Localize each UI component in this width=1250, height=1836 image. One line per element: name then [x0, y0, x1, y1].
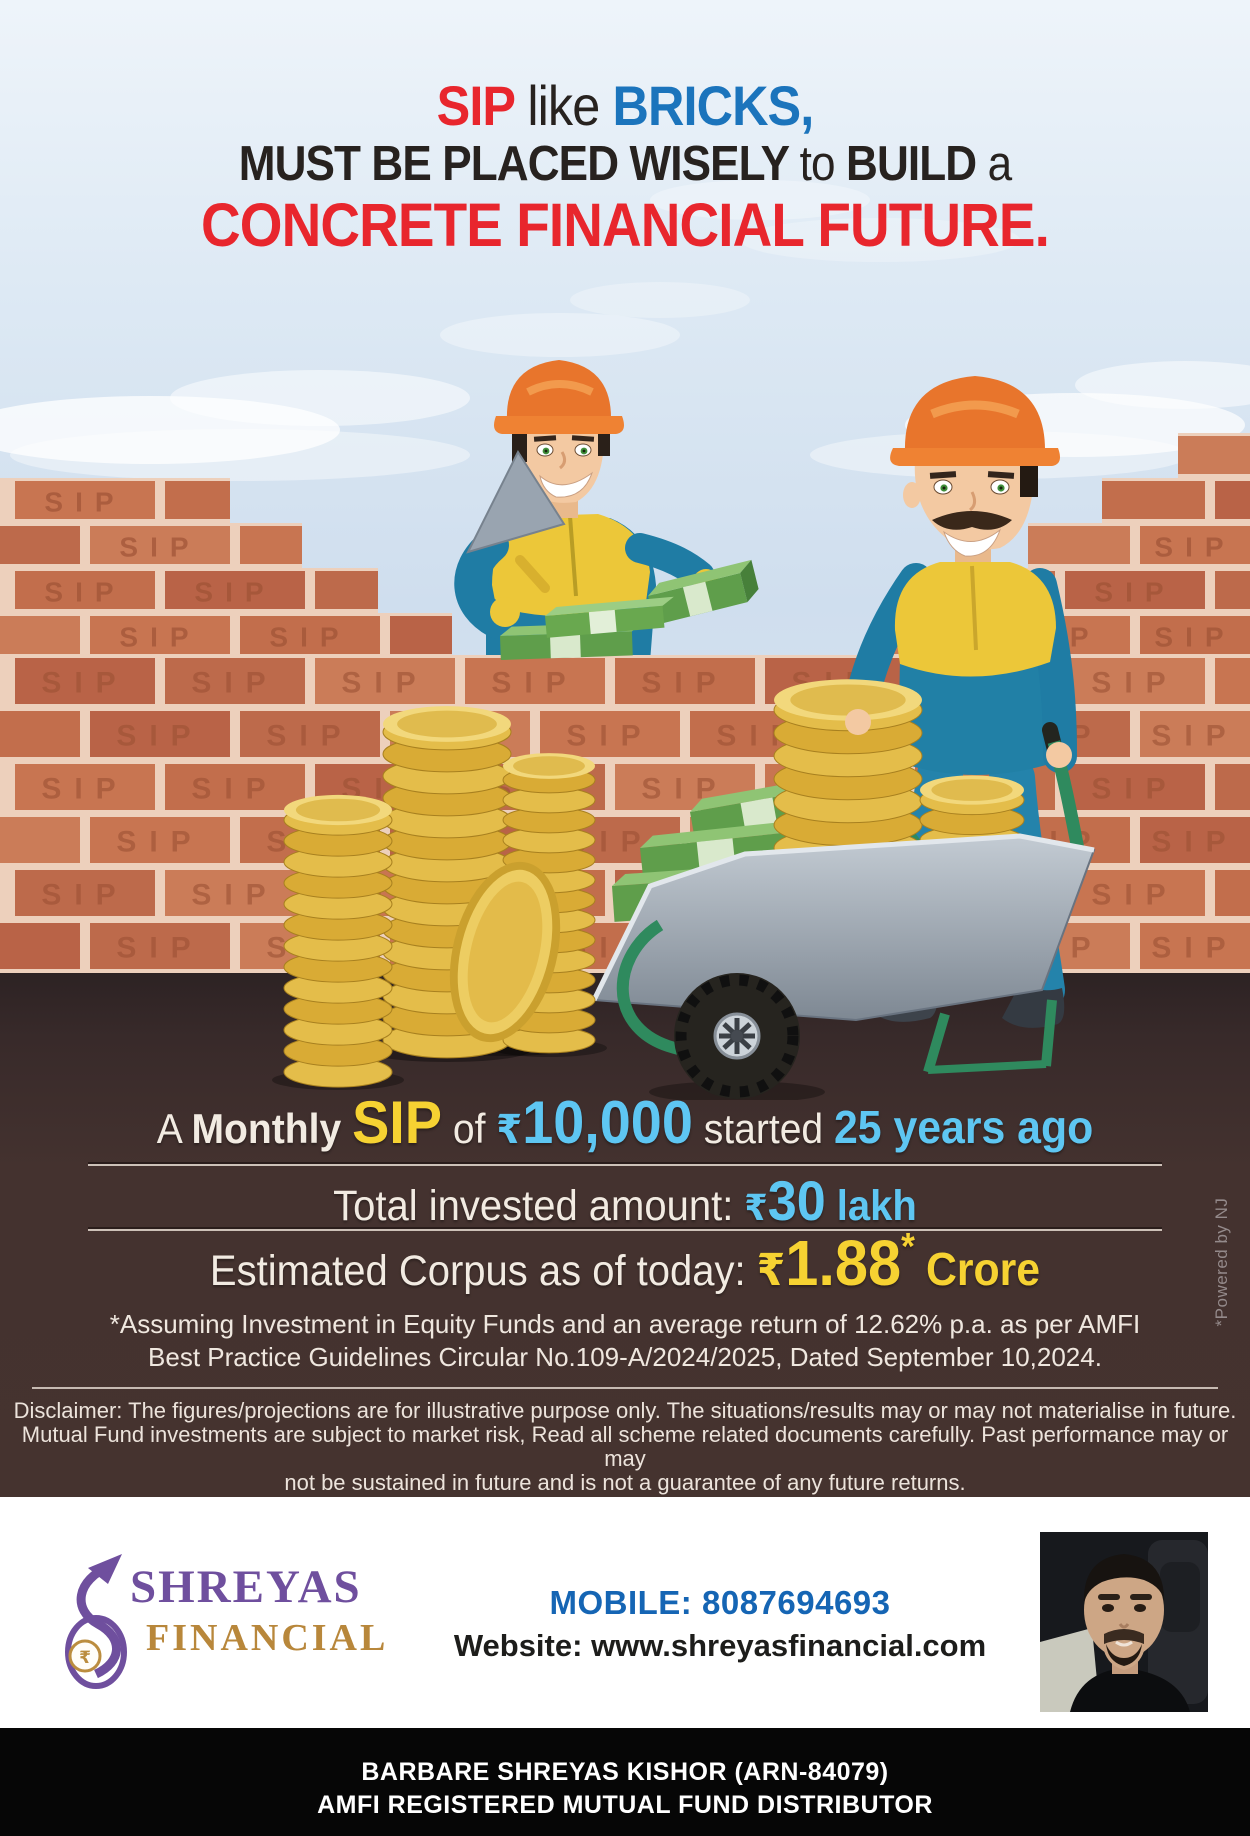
powered-by-credit: *Powered by NJ	[1212, 1197, 1231, 1327]
amfi-line: AMFI REGISTERED MUTUAL FUND DISTRIBUTOR	[317, 1791, 933, 1819]
assumption-note: *Assuming Investment in Equity Funds and…	[109, 1309, 1141, 1372]
total-invested-line: Total invested amount: ₹30 lakh	[333, 1169, 917, 1232]
headline-line3: CONCRETE FINANCIAL FUTURE.	[201, 191, 1050, 260]
arn-bar: BARBARE SHREYAS KISHOR (ARN-84079) AMFI …	[0, 1728, 1250, 1836]
divider	[88, 1164, 1162, 1166]
advisor-photo	[1040, 1532, 1208, 1712]
brand-name: SHREYAS	[130, 1561, 362, 1613]
headline-like: like	[527, 74, 600, 137]
rupee-symbol: ₹	[496, 1108, 523, 1152]
mobile-number: 8087694693	[701, 1584, 891, 1621]
website-url: www.shreyasfinancial.com	[591, 1628, 987, 1663]
logo-rupee-glyph: ₹	[79, 1648, 91, 1668]
website-line: Website: www.shreyasfinancial.com	[453, 1628, 987, 1663]
headline-bricks: BRICKS,	[612, 74, 814, 137]
sip-highlight: SIP	[352, 1089, 443, 1156]
estimated-corpus-line: Estimated Corpus as of today: ₹1.88* Cro…	[209, 1226, 1041, 1299]
headline: SIP like BRICKS, MUST BE PLACED WISELY t…	[0, 74, 1250, 260]
distributor-name: BARBARE SHREYAS KISHOR (ARN-84079)	[361, 1758, 889, 1786]
sip-summary-line: A Monthly SIP of ₹10,000 started 25 year…	[156, 1089, 1094, 1156]
mobile-line: MOBILE: 8087694693	[549, 1584, 891, 1621]
headline-sip: SIP	[436, 74, 516, 137]
corpus-amount: 1.88	[785, 1227, 902, 1299]
divider	[88, 1229, 1162, 1231]
brand-block: SHREYAS FINANCIAL	[130, 1560, 388, 1660]
shreyas-financial-logo: ₹	[65, 1554, 127, 1689]
contact-block: MOBILE: 8087694693 Website: www.shreyasf…	[420, 1584, 1020, 1664]
invested-amount: 30	[767, 1169, 826, 1232]
headline-line1: SIP like BRICKS,	[63, 74, 1188, 137]
headline-line2: MUST BE PLACED WISELY to BUILD a	[238, 137, 1012, 192]
divider	[32, 1387, 1218, 1389]
brand-subtitle: FINANCIAL	[146, 1617, 389, 1659]
sip-duration: 25 years ago	[834, 1101, 1094, 1153]
logo-rupee-coin-icon	[68, 1639, 102, 1673]
disclaimer: Disclaimer: The figures/projections are …	[13, 1398, 1237, 1495]
sip-amount: 10,000	[522, 1089, 693, 1156]
